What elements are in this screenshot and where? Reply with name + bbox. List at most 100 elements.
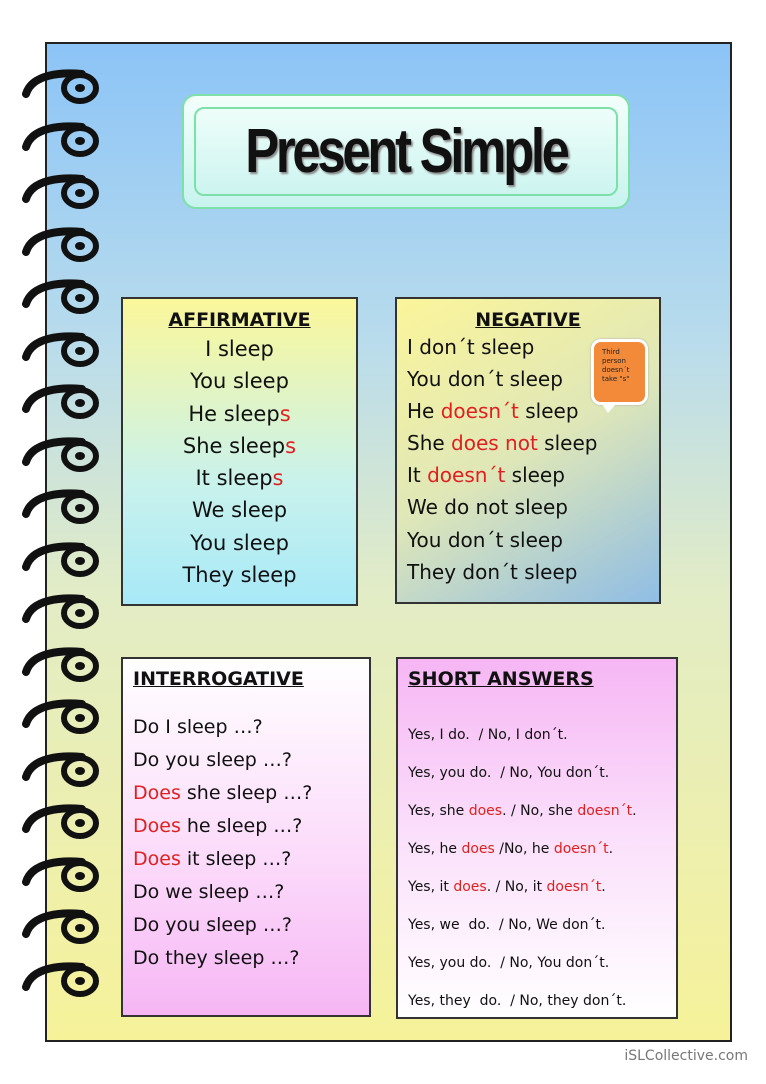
text-segment: it sleep …? [180,848,292,870]
text-segment: He sleep [188,401,280,426]
text-segment: . / No, she [502,803,578,819]
title-banner: Present Simple [182,94,630,209]
footer-watermark: iSLCollective.com [624,1048,748,1064]
spiral-ring-icon [22,644,100,684]
highlighted-text: does [468,803,503,819]
list-item: You don´t sleep [407,524,659,556]
highlighted-text: Does [133,815,181,837]
affirmative-box: AFFIRMATIVE I sleep You sleep He sleeps She… [121,297,358,606]
text-segment: he sleep …? [180,815,303,837]
list-item: Yes, I do. / No, I don´t. [408,716,676,754]
text-segment: sleep [537,431,598,456]
list-item: They don´t sleep [407,556,659,588]
list-item: Yes, he does /No, he doesn´t. [408,830,676,868]
title-frame: Present Simple [194,107,618,196]
list-item: I don´t sleep [407,331,659,363]
text-segment: Yes, you do. / No, You don´t. [408,955,610,971]
highlighted-text: doesn´t [427,463,506,488]
text-segment: Yes, he [408,841,462,857]
text-segment: Do you sleep …? [133,914,292,936]
text-segment: Yes, you do. / No, You don´t. [408,765,610,781]
text-segment: She sleep [182,433,286,458]
highlighted-text: doesn´t [577,803,633,819]
spiral-ring-icon [22,959,100,999]
spiral-ring-icon [22,119,100,159]
highlighted-text: Does [133,782,181,804]
text-segment: She [407,431,452,456]
interrogative-box: INTERROGATIVE Do I sleep …? Do you sleep … [121,657,371,1017]
list-item: Yes, you do. / No, You don´t. [408,754,676,792]
text-segment: Do we sleep …? [133,881,285,903]
highlighted-text: does not [451,431,538,456]
affirmative-header: AFFIRMATIVE [168,309,311,331]
list-item: Yes, they do. / No, they don´t. [408,982,676,1020]
highlighted-text: s [272,466,284,491]
list-item: Does she sleep …? [133,777,369,810]
text-segment: Yes, they do. / No, they don´t. [408,993,627,1009]
text-segment: He [407,399,441,424]
text-segment: They don´t sleep [407,559,578,584]
text-segment: Yes, she [408,803,469,819]
highlighted-text: does [453,879,487,895]
text-segment: You sleep [190,369,289,394]
list-item: Yes, we do. / No, We don´t. [408,906,676,944]
list-item: We do not sleep [407,491,659,523]
text-segment: . [601,879,606,895]
text-segment: Yes, I do. / No, I don´t. [408,727,568,743]
spiral-ring-icon [22,66,100,106]
spiral-ring-icon [22,486,100,526]
spiral-ring-icon [22,854,100,894]
list-item: It sleeps [123,462,356,494]
page-title: Present Simple [245,117,570,186]
text-segment: . / No, it [486,879,547,895]
list-item: Yes, she does. / No, she doesn´t. [408,792,676,830]
interrogative-lines: Do I sleep …? Do you sleep …? Does she sle… [133,711,369,975]
text-segment: I sleep [205,337,274,361]
highlighted-text: doesn´t [440,399,519,424]
list-item: He sleeps [123,398,356,430]
text-segment: You don´t sleep [407,527,563,552]
text-segment: sleep [518,399,579,424]
short-answers-box: SHORT ANSWERS Yes, I do. / No, I don´t. Y… [396,657,678,1019]
short-answers-lines: Yes, I do. / No, I don´t. Yes, you do. / … [408,716,676,1020]
list-item: We sleep [123,494,356,526]
text-segment: /No, he [494,841,554,857]
spiral-ring-icon [22,381,100,421]
list-item: Do they sleep …? [133,942,369,975]
list-item: She sleeps [123,430,356,462]
list-item: You sleep [123,365,356,397]
negative-lines: I don´t sleep You don´t sleep He doesn´t s… [407,331,659,588]
list-item: Do you sleep …? [133,909,369,942]
speech-bubble-note: Third person doesn´t take "s" [591,339,648,405]
interrogative-header: INTERROGATIVE [133,668,304,690]
spiral-ring-icon [22,329,100,369]
list-item: He doesn´t sleep [407,395,659,427]
spiral-ring-icon [22,276,100,316]
text-segment: Do they sleep …? [133,947,300,969]
text-segment: . [608,841,614,857]
list-item: She does not sleep [407,427,659,459]
highlighted-text: does [461,841,495,857]
spiral-ring-icon [22,801,100,841]
text-segment: It sleep [195,466,273,491]
text-segment: It [407,463,428,488]
spiral-ring-icon [22,434,100,474]
spiral-ring-icon [22,906,100,946]
highlighted-text: s [279,401,291,426]
highlighted-text: s [285,433,297,458]
highlighted-text: doesn´t [553,841,609,857]
spiral-ring-icon [22,224,100,264]
text-segment: You sleep [190,530,289,555]
text-segment: . [632,803,637,819]
list-item: Do we sleep …? [133,876,369,909]
spiral-ring-icon [22,171,100,211]
list-item: Does it sleep …? [133,843,369,876]
text-segment: Yes, we do. / No, We don´t. [408,917,606,933]
text-segment: Do I sleep …? [133,716,263,738]
spiral-ring-icon [22,539,100,579]
spiral-ring-icon [22,749,100,789]
list-item: Do I sleep …? [133,711,369,744]
list-item: It doesn´t sleep [407,459,659,491]
spiral-ring-icon [22,696,100,736]
list-item: Yes, you do. / No, You don´t. [408,944,676,982]
